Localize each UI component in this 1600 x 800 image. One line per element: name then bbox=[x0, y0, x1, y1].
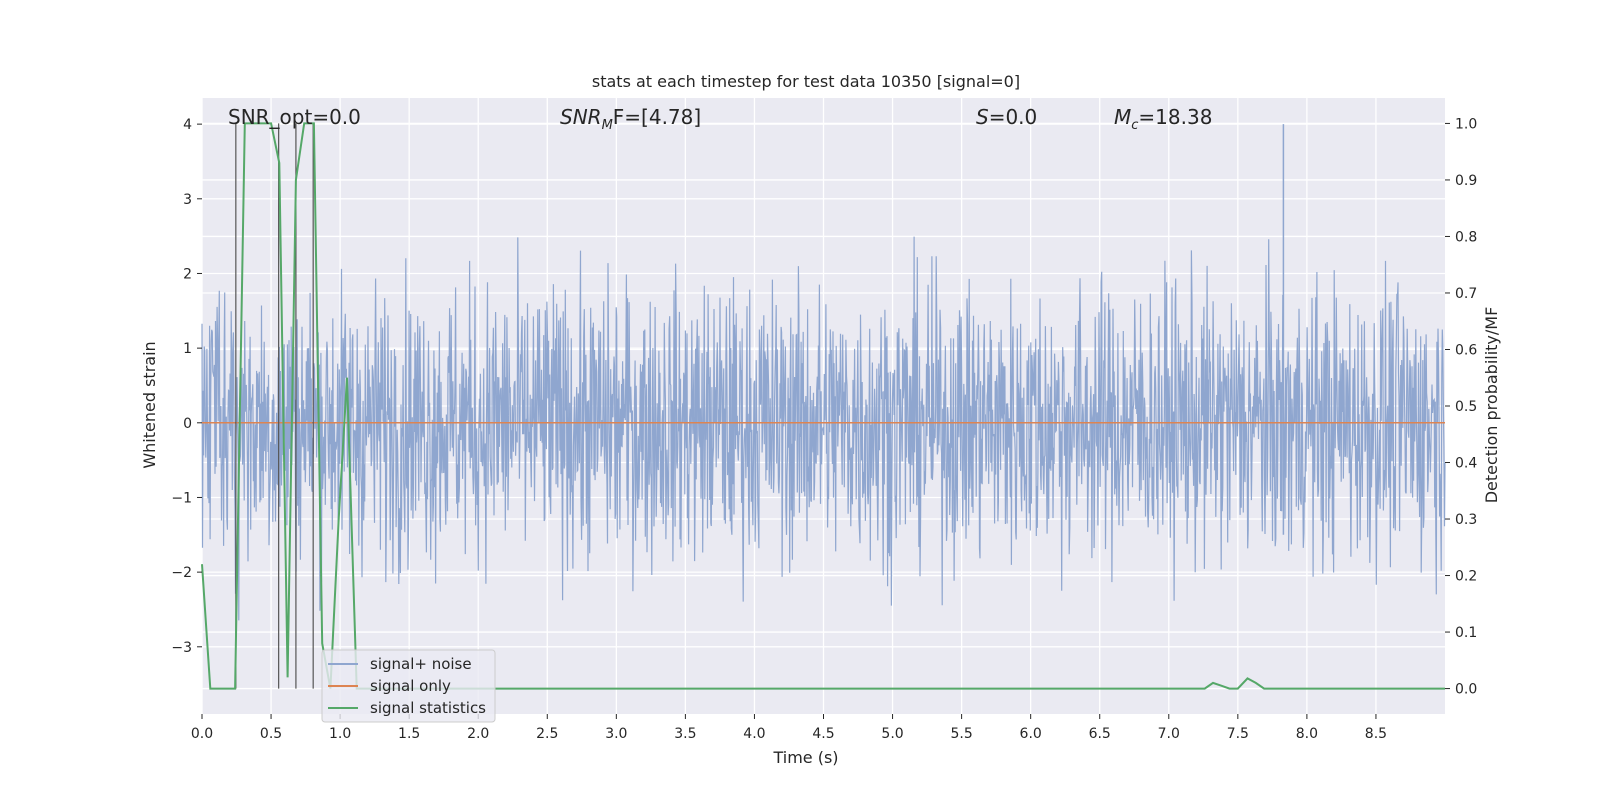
mc-subscript: c bbox=[1131, 118, 1138, 133]
annotation-mc: Mc=18.38 bbox=[1114, 105, 1212, 133]
x-tick-label: 7.0 bbox=[1158, 726, 1180, 742]
x-tick-label: 8.5 bbox=[1365, 726, 1387, 742]
annotation-snr-opt: SNR_opt=0.0 bbox=[228, 105, 361, 129]
x-tick-label: 5.5 bbox=[950, 726, 972, 742]
x-tick-label: 4.0 bbox=[743, 726, 765, 742]
x-tick-label: 2.5 bbox=[536, 726, 558, 742]
x-tick-label: 6.0 bbox=[1020, 726, 1042, 742]
x-tick-label: 3.5 bbox=[674, 726, 696, 742]
annotation-s: S=0.0 bbox=[976, 105, 1037, 129]
y-tick-label-right: 0.7 bbox=[1455, 286, 1477, 302]
annotation-snr-mf: SNRMF=[4.78] bbox=[560, 105, 701, 133]
x-axis-label: Time (s) bbox=[772, 748, 838, 767]
x-tick-label: 2.0 bbox=[467, 726, 489, 742]
x-tick-label: 0.0 bbox=[191, 726, 213, 742]
x-tick-label: 8.0 bbox=[1296, 726, 1318, 742]
x-tick-label: 5.0 bbox=[881, 726, 903, 742]
x-tick-label: 0.5 bbox=[260, 726, 282, 742]
y-tick-label-right: 0.0 bbox=[1455, 682, 1477, 698]
y-axis-label-left: Whitened strain bbox=[140, 341, 159, 468]
y-tick-label-left: −1 bbox=[171, 490, 192, 506]
x-tick-label: 3.0 bbox=[605, 726, 627, 742]
legend-label-statistics: signal statistics bbox=[370, 699, 486, 717]
x-tick-label: 1.0 bbox=[329, 726, 351, 742]
y-tick-label-right: 0.5 bbox=[1455, 399, 1477, 415]
x-tick-label: 6.5 bbox=[1089, 726, 1111, 742]
x-tick-label: 7.5 bbox=[1227, 726, 1249, 742]
y-tick-label-left: 1 bbox=[183, 341, 192, 357]
snr-mf-value: F=[4.78] bbox=[613, 105, 701, 129]
y-tick-label-right: 1.0 bbox=[1455, 116, 1477, 132]
mc-value: =18.38 bbox=[1138, 105, 1212, 129]
legend: signal+ noise signal only signal statist… bbox=[321, 649, 496, 723]
y-tick-label-right: 0.3 bbox=[1455, 512, 1477, 528]
x-tick-label: 4.5 bbox=[812, 726, 834, 742]
y-tick-label-right: 0.6 bbox=[1455, 342, 1477, 358]
chart-title: stats at each timestep for test data 103… bbox=[592, 72, 1020, 91]
y-tick-label-left: 4 bbox=[183, 117, 192, 133]
y-tick-label-left: 0 bbox=[183, 416, 192, 432]
y-tick-label-left: 3 bbox=[183, 192, 192, 208]
y-tick-label-left: 2 bbox=[183, 266, 192, 282]
y-tick-label-left: −3 bbox=[171, 640, 192, 656]
legend-label-noise: signal+ noise bbox=[370, 655, 472, 673]
legend-label-signal: signal only bbox=[370, 677, 451, 695]
mc-label: M bbox=[1114, 105, 1131, 129]
y-tick-label-right: 0.9 bbox=[1455, 173, 1477, 189]
y-tick-label-left: −2 bbox=[171, 565, 192, 581]
legend-box bbox=[321, 649, 496, 723]
snr-mf-subscript: M bbox=[602, 118, 613, 133]
y-tick-label-right: 0.2 bbox=[1455, 569, 1477, 585]
s-value: =0.0 bbox=[989, 105, 1038, 129]
y-tick-label-right: 0.4 bbox=[1455, 456, 1477, 472]
y-tick-label-right: 0.8 bbox=[1455, 229, 1477, 245]
y-axis-label-right: Detection probability/MF bbox=[1482, 307, 1501, 504]
axis-ticks: 0.0 0.5 1.0 1.5 2.0 2.5 3.0 3.5 4.0 4.5 5.0 5.5 6.0 6… bbox=[171, 116, 1477, 742]
s-label: S bbox=[976, 105, 989, 129]
snr-mf-label: SNR bbox=[560, 105, 602, 129]
y-tick-label-right: 0.1 bbox=[1455, 625, 1477, 641]
x-tick-label: 1.5 bbox=[398, 726, 420, 742]
